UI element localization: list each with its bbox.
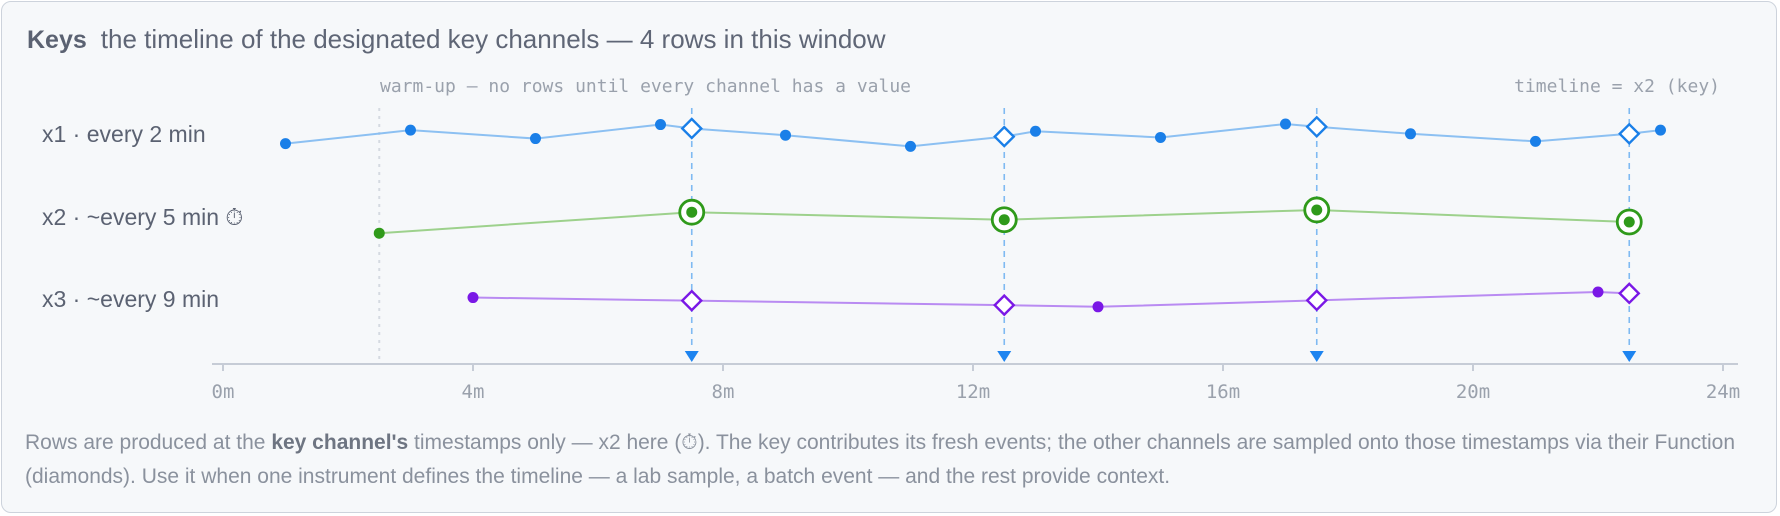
- key-timestamp-arrow: [1309, 351, 1324, 362]
- key-timestamp-arrow: [997, 351, 1012, 362]
- key-event-dot-x2: [1311, 204, 1323, 216]
- timeline-annotation: timeline = x2 (key): [1514, 76, 1720, 97]
- event-dot-x1: [1030, 125, 1041, 137]
- sampled-diamond-x1: [993, 125, 1016, 148]
- event-dot-x1: [655, 119, 666, 131]
- x-tick-label: 0m: [212, 381, 235, 403]
- event-dot-x1: [530, 133, 541, 145]
- sampled-diamond-x1: [1305, 115, 1328, 138]
- guide-layer: [378, 108, 1637, 362]
- key-event-dot-x2: [998, 214, 1010, 226]
- series-layer: [280, 115, 1666, 317]
- axis-layer: 0m 4m 8m 12m 16m 20m 24m: [212, 363, 1740, 403]
- event-dot-x3: [467, 292, 479, 304]
- key-timestamp-arrow: [1622, 351, 1637, 362]
- sampled-diamond-x1: [680, 117, 703, 140]
- footer-note: Rows are produced at the key channel's t…: [25, 426, 1745, 494]
- row-label-x1: x1 · every 2 min: [42, 121, 206, 147]
- key-timestamp-arrow: [684, 351, 699, 362]
- x-tick-label: 12m: [956, 381, 990, 403]
- event-dot-x3: [1592, 286, 1604, 298]
- x-tick-label: 4m: [462, 381, 485, 403]
- row-label-x2: x2 · ~every 5 min ⏱: [42, 204, 243, 230]
- sampled-diamond-x3: [993, 293, 1016, 317]
- event-dot-x1: [780, 129, 791, 141]
- event-dot-x1: [1280, 118, 1291, 130]
- page-title: Keys: [27, 26, 87, 54]
- header: Keys the timeline of the designated key c…: [27, 24, 886, 55]
- page-subtitle: the timeline of the designated key chann…: [100, 24, 886, 54]
- event-dot-x1: [1405, 128, 1416, 140]
- key-event-dot-x2: [686, 206, 698, 218]
- key-event-dot-x2: [1623, 216, 1635, 228]
- footer-text-2: timestamps only — x2 here (⏱). The key c…: [25, 431, 1735, 488]
- event-dot-x1: [905, 140, 916, 152]
- footer-bold: key channel's: [271, 431, 409, 454]
- event-dot-x2: [373, 227, 385, 239]
- row-label-x3: x3 · ~every 9 min: [42, 286, 219, 312]
- warmup-annotation: warm-up — no rows until every channel ha…: [380, 76, 911, 97]
- footer-text-1: Rows are produced at the: [25, 431, 272, 454]
- event-dot-x1: [405, 124, 416, 136]
- series-line-x1: [285, 122, 1661, 148]
- sampled-diamond-x3: [1305, 289, 1328, 312]
- x-tick-label: 24m: [1706, 381, 1740, 403]
- sampled-diamond-x1: [1618, 122, 1641, 145]
- label-layer: x1 · every 2 min x2 · ~every 5 min ⏱ x3 · …: [42, 121, 243, 312]
- event-dot-x1: [280, 138, 291, 150]
- x-tick-label: 16m: [1206, 381, 1240, 403]
- x-tick-label: 20m: [1456, 381, 1490, 403]
- x-tick-label: 8m: [712, 381, 735, 403]
- sampled-diamond-x3: [680, 289, 703, 312]
- event-dot-x1: [1155, 131, 1166, 143]
- event-dot-x3: [1092, 301, 1104, 313]
- series-line-x3: [472, 290, 1630, 308]
- sampled-diamond-x3: [1618, 282, 1641, 305]
- event-dot-x1: [1530, 135, 1541, 147]
- event-dot-x1: [1655, 124, 1666, 136]
